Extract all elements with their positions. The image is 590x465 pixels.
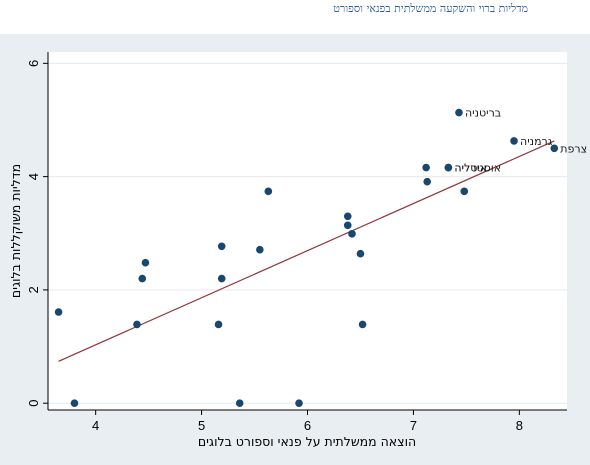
- data-point-15: [356, 249, 365, 258]
- point-label-23: גרמניה: [520, 135, 553, 148]
- header-band: מדליות ברוי והשקעה ממשלתית בפנאי וספורט: [0, 0, 590, 34]
- x-tick-label-2: 6: [304, 418, 311, 433]
- x-ticks: 4 5 6 7 8: [92, 410, 523, 433]
- data-point-7: [217, 274, 226, 283]
- data-point-14: [348, 230, 356, 238]
- y-tick-label-2: 4: [26, 173, 41, 180]
- y-axis-title: מדליות משוקללות בלוגים: [8, 164, 23, 298]
- x-tick-label-3: 7: [410, 418, 417, 433]
- point-label-21: בריטניה: [465, 107, 501, 120]
- data-point-8: [235, 399, 244, 408]
- data-point-21: [455, 108, 463, 117]
- data-point-10: [264, 187, 273, 196]
- point-label-20: אוסטרליה: [454, 162, 501, 175]
- plot-area: [48, 52, 567, 410]
- data-point-12: [343, 212, 352, 221]
- data-point-5: [214, 320, 223, 329]
- fit-line: [58, 140, 555, 362]
- data-point-20: [444, 163, 453, 172]
- data-point-4: [141, 258, 150, 267]
- data-point-17: [422, 163, 430, 172]
- data-point-18: [423, 177, 431, 186]
- point-label-19: איטליה: [454, 162, 487, 175]
- fit-line-group: [58, 140, 555, 362]
- x-tick-label-4: 8: [516, 418, 523, 433]
- data-point-11: [295, 399, 303, 408]
- data-point-13: [343, 221, 352, 230]
- y-tick-label-3: 6: [26, 60, 41, 67]
- data-points: [54, 108, 559, 408]
- data-point-0: [54, 308, 63, 316]
- y-tick-label-0: 0: [26, 400, 41, 407]
- data-point-22: [460, 187, 469, 196]
- chart-title: מדליות ברוי והשקעה ממשלתית בפנאי וספורט: [333, 2, 528, 15]
- data-point-1: [70, 399, 79, 408]
- data-point-6: [217, 242, 226, 251]
- y-ticks: 0 2 4 6: [26, 60, 48, 407]
- data-point-16: [358, 320, 367, 329]
- gridlines: [48, 62, 567, 404]
- data-point-23: [510, 137, 518, 145]
- data-point-3: [138, 274, 147, 283]
- x-tick-label-1: 5: [198, 418, 205, 433]
- data-point-24: [550, 144, 559, 153]
- data-point-2: [133, 320, 141, 329]
- data-point-9: [256, 245, 264, 254]
- x-axis-title: הוצאה ממשלתית על פנאי וספורט בלוגים: [198, 434, 416, 449]
- point-label-24: צרפת: [560, 142, 587, 155]
- y-tick-label-1: 2: [26, 286, 41, 293]
- x-tick-label-0: 4: [92, 418, 99, 433]
